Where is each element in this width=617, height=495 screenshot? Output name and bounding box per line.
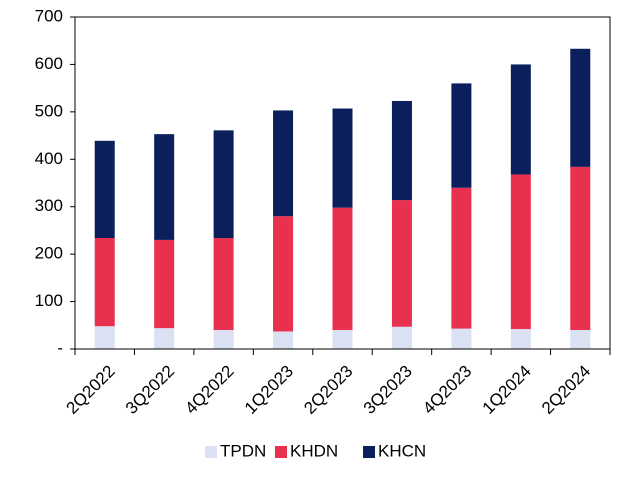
bar-segment: [273, 216, 294, 332]
x-tick-label: 1Q2023: [241, 362, 297, 418]
bar-segment: [570, 330, 591, 349]
legend-label: KHCN: [378, 441, 426, 460]
x-tick-label: 4Q2023: [419, 362, 475, 418]
y-tick-label: -: [57, 338, 63, 357]
legend-swatch: [205, 446, 217, 458]
bar-segment: [94, 238, 115, 327]
x-tick-label: 3Q2022: [122, 362, 178, 418]
bar-segment: [332, 207, 353, 331]
bar-segment: [391, 200, 412, 327]
bar-segment: [154, 328, 175, 349]
bar-segment: [332, 108, 353, 208]
legend-swatch: [275, 446, 287, 458]
bar-segment: [510, 174, 531, 330]
bar-segment: [570, 166, 591, 331]
y-tick-label: 500: [35, 101, 63, 120]
bar-segment: [94, 140, 115, 239]
bar-segment: [451, 328, 472, 349]
y-tick-label: 700: [35, 6, 63, 25]
bar-segment: [213, 130, 234, 239]
bar-segment: [94, 326, 115, 349]
bar-segment: [451, 83, 472, 188]
x-tick-label: 2Q2022: [63, 362, 119, 418]
bar-segment: [510, 64, 531, 175]
bar-segment: [213, 330, 234, 349]
y-tick-label: 600: [35, 54, 63, 73]
bar-segment: [570, 48, 591, 167]
bar-segment: [213, 238, 234, 331]
x-tick-label: 2Q2024: [538, 362, 594, 418]
x-tick-label: 3Q2023: [360, 362, 416, 418]
bar-segment: [332, 330, 353, 349]
bar-segment: [273, 331, 294, 349]
bar-segment: [273, 110, 294, 217]
legend-swatch: [363, 446, 375, 458]
bar-segment: [154, 239, 175, 329]
bar-segment: [154, 134, 175, 240]
bar-segment: [510, 329, 531, 349]
x-tick-label: 4Q2022: [181, 362, 237, 418]
x-tick-label: 1Q2024: [479, 362, 535, 418]
x-tick-label: 2Q2023: [300, 362, 356, 418]
y-tick-label: 400: [35, 149, 63, 168]
bar-segment: [391, 100, 412, 201]
bar-segment: [451, 187, 472, 329]
y-tick-label: 200: [35, 244, 63, 263]
legend-label: KHDN: [290, 441, 338, 460]
y-tick-label: 300: [35, 196, 63, 215]
legend-label: TPDN: [220, 441, 266, 460]
bar-segment: [391, 326, 412, 349]
y-tick-label: 100: [35, 291, 63, 310]
